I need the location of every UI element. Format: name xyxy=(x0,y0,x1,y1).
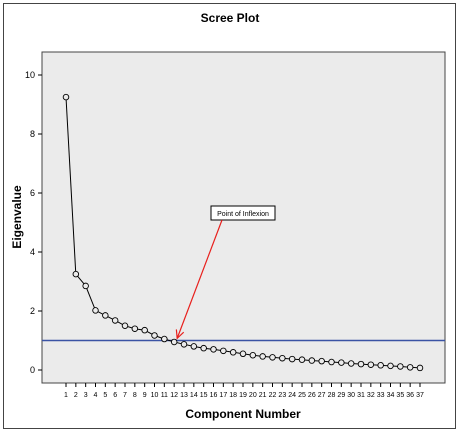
y-tick-label: 8 xyxy=(30,129,35,139)
data-points xyxy=(62,93,424,372)
x-tick-label: 32 xyxy=(367,392,375,399)
chart-title: Scree Plot xyxy=(201,11,260,25)
x-tick-label: 29 xyxy=(337,392,345,399)
x-tick-label: 35 xyxy=(396,392,404,399)
x-axis: 1 2 3 4 5 6 7 8 9 10 11 12 13 14 15 16 17 18 19 20 21 22 23 24 2… xyxy=(64,383,424,399)
data-point xyxy=(298,356,306,363)
data-point xyxy=(82,282,89,290)
x-tick-label: 3 xyxy=(84,392,88,399)
data-point xyxy=(62,93,70,101)
x-tick-label: 15 xyxy=(200,392,208,399)
data-point xyxy=(151,332,158,339)
x-tick-label: 26 xyxy=(308,392,316,399)
x-tick-label: 17 xyxy=(219,392,227,399)
annotation: Point of Inflexion xyxy=(175,205,276,340)
annotation-text: Point of Inflexion xyxy=(217,211,269,218)
y-tick-label: 0 xyxy=(30,365,35,375)
data-point xyxy=(111,317,119,324)
data-point xyxy=(328,358,335,366)
x-tick-label: 12 xyxy=(170,392,178,399)
data-point xyxy=(397,363,404,370)
x-tick-label: 9 xyxy=(143,392,147,399)
data-point xyxy=(200,344,207,352)
data-point xyxy=(279,354,286,362)
x-tick-label: 16 xyxy=(210,392,218,399)
x-tick-label: 11 xyxy=(161,392,168,399)
data-point xyxy=(161,335,168,343)
annotation-arrow xyxy=(176,219,223,339)
data-point xyxy=(347,360,355,367)
x-tick-label: 33 xyxy=(377,392,385,399)
x-tick-label: 6 xyxy=(113,392,117,399)
x-tick-label: 1 xyxy=(64,392,68,399)
x-tick-label: 5 xyxy=(103,392,107,399)
data-point xyxy=(121,322,129,330)
data-point xyxy=(239,350,247,358)
data-point xyxy=(318,357,325,365)
x-tick-label: 31 xyxy=(357,392,365,399)
x-tick-label: 4 xyxy=(94,392,98,399)
x-tick-label: 18 xyxy=(229,392,237,399)
annotation-arrow-head xyxy=(175,329,185,340)
data-point xyxy=(220,347,227,355)
data-point xyxy=(180,341,188,348)
x-tick-label: 34 xyxy=(387,392,395,399)
data-point xyxy=(288,355,296,363)
x-tick-label: 23 xyxy=(278,392,286,399)
data-point xyxy=(377,362,384,369)
data-point xyxy=(249,352,257,359)
data-point xyxy=(229,349,237,356)
x-tick-label: 10 xyxy=(151,392,159,399)
x-tick-label: 20 xyxy=(249,392,257,399)
x-tick-label: 25 xyxy=(298,392,306,399)
y-tick-label: 2 xyxy=(30,306,35,316)
data-point xyxy=(92,307,99,314)
data-point xyxy=(141,326,148,334)
data-point xyxy=(190,343,198,350)
x-tick-label: 13 xyxy=(180,392,188,399)
data-point xyxy=(338,359,345,366)
x-tick-label: 22 xyxy=(269,392,277,399)
x-tick-label: 36 xyxy=(406,392,414,399)
x-axis-label: Component Number xyxy=(185,407,301,421)
annotation-box xyxy=(210,205,276,221)
data-point xyxy=(269,354,276,361)
x-tick-label: 30 xyxy=(347,392,355,399)
x-tick-label: 21 xyxy=(259,392,267,399)
data-point xyxy=(131,325,139,332)
data-point xyxy=(72,270,80,278)
x-tick-label: 2 xyxy=(74,392,78,399)
data-point xyxy=(210,346,217,353)
data-point xyxy=(170,338,178,346)
x-tick-label: 8 xyxy=(133,392,137,399)
x-tick-label: 19 xyxy=(239,392,247,399)
data-point xyxy=(259,353,266,360)
y-axis-label: Eigenvalue xyxy=(10,185,24,249)
x-tick-label: 37 xyxy=(416,392,424,399)
data-point xyxy=(308,357,316,364)
y-axis: 0 2 4 6 8 10 xyxy=(25,70,42,375)
y-tick-label: 4 xyxy=(30,247,35,257)
x-tick-label: 7 xyxy=(123,392,127,399)
x-tick-label: 24 xyxy=(288,392,296,399)
y-tick-label: 6 xyxy=(30,188,35,198)
y-tick-label: 10 xyxy=(25,70,35,80)
data-point xyxy=(406,364,414,371)
x-tick-label: 14 xyxy=(190,392,198,399)
data-point xyxy=(416,364,424,372)
data-point xyxy=(387,362,394,370)
data-point xyxy=(357,360,365,368)
data-point xyxy=(102,312,109,319)
x-tick-label: 27 xyxy=(318,392,326,399)
data-point xyxy=(367,361,375,368)
x-tick-label: 28 xyxy=(328,392,336,399)
